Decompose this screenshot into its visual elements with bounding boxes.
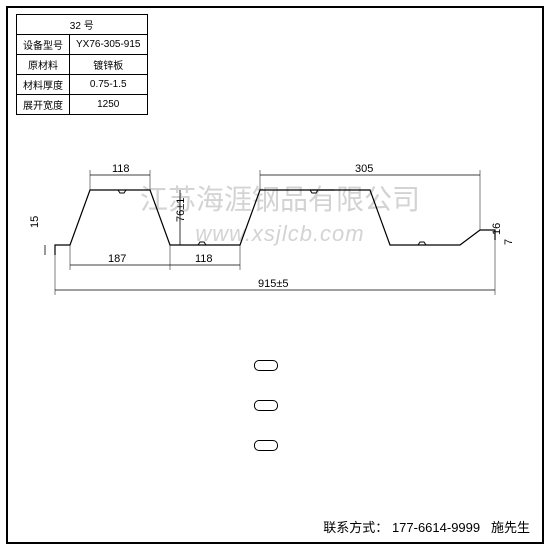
row-label: 展开宽度 [17,95,70,115]
contact-name: 施先生 [491,520,530,535]
contact-phone: 177-6614-9999 [392,520,480,535]
dim-total: 915±5 [258,278,289,290]
row-label: 设备型号 [17,35,70,55]
slot-icon [254,440,278,451]
dim-bottom2: 118 [195,253,213,265]
dim-r16: 16 [491,223,503,235]
row-value: 0.75-1.5 [70,75,148,95]
contact-label: 联系方式： [323,520,388,535]
dim-r7: 7 [503,239,515,245]
row-value: YX76-305-915 [70,35,148,55]
row-label: 原材料 [17,55,70,75]
dim-height: 76±1 [175,198,187,222]
row-value: 1250 [70,95,148,115]
contact-info: 联系方式： 177-6614-9999 施先生 [323,517,530,536]
slot-icon [254,400,278,411]
dim-bottom1: 187 [108,253,126,265]
slot-icon [254,360,278,371]
profile-drawing: 118 305 76±1 15 187 118 16 7 915±5 [30,140,520,340]
dim-edge: 15 [30,216,41,228]
dim-pitch: 305 [355,163,373,175]
spec-table: 32 号 设备型号 YX76-305-915 原材料 镀锌板 材料厚度 0.75… [16,14,148,115]
row-value: 镀锌板 [70,55,148,75]
dim-top-flat: 118 [112,163,130,175]
row-label: 材料厚度 [17,75,70,95]
table-title: 32 号 [17,15,148,35]
